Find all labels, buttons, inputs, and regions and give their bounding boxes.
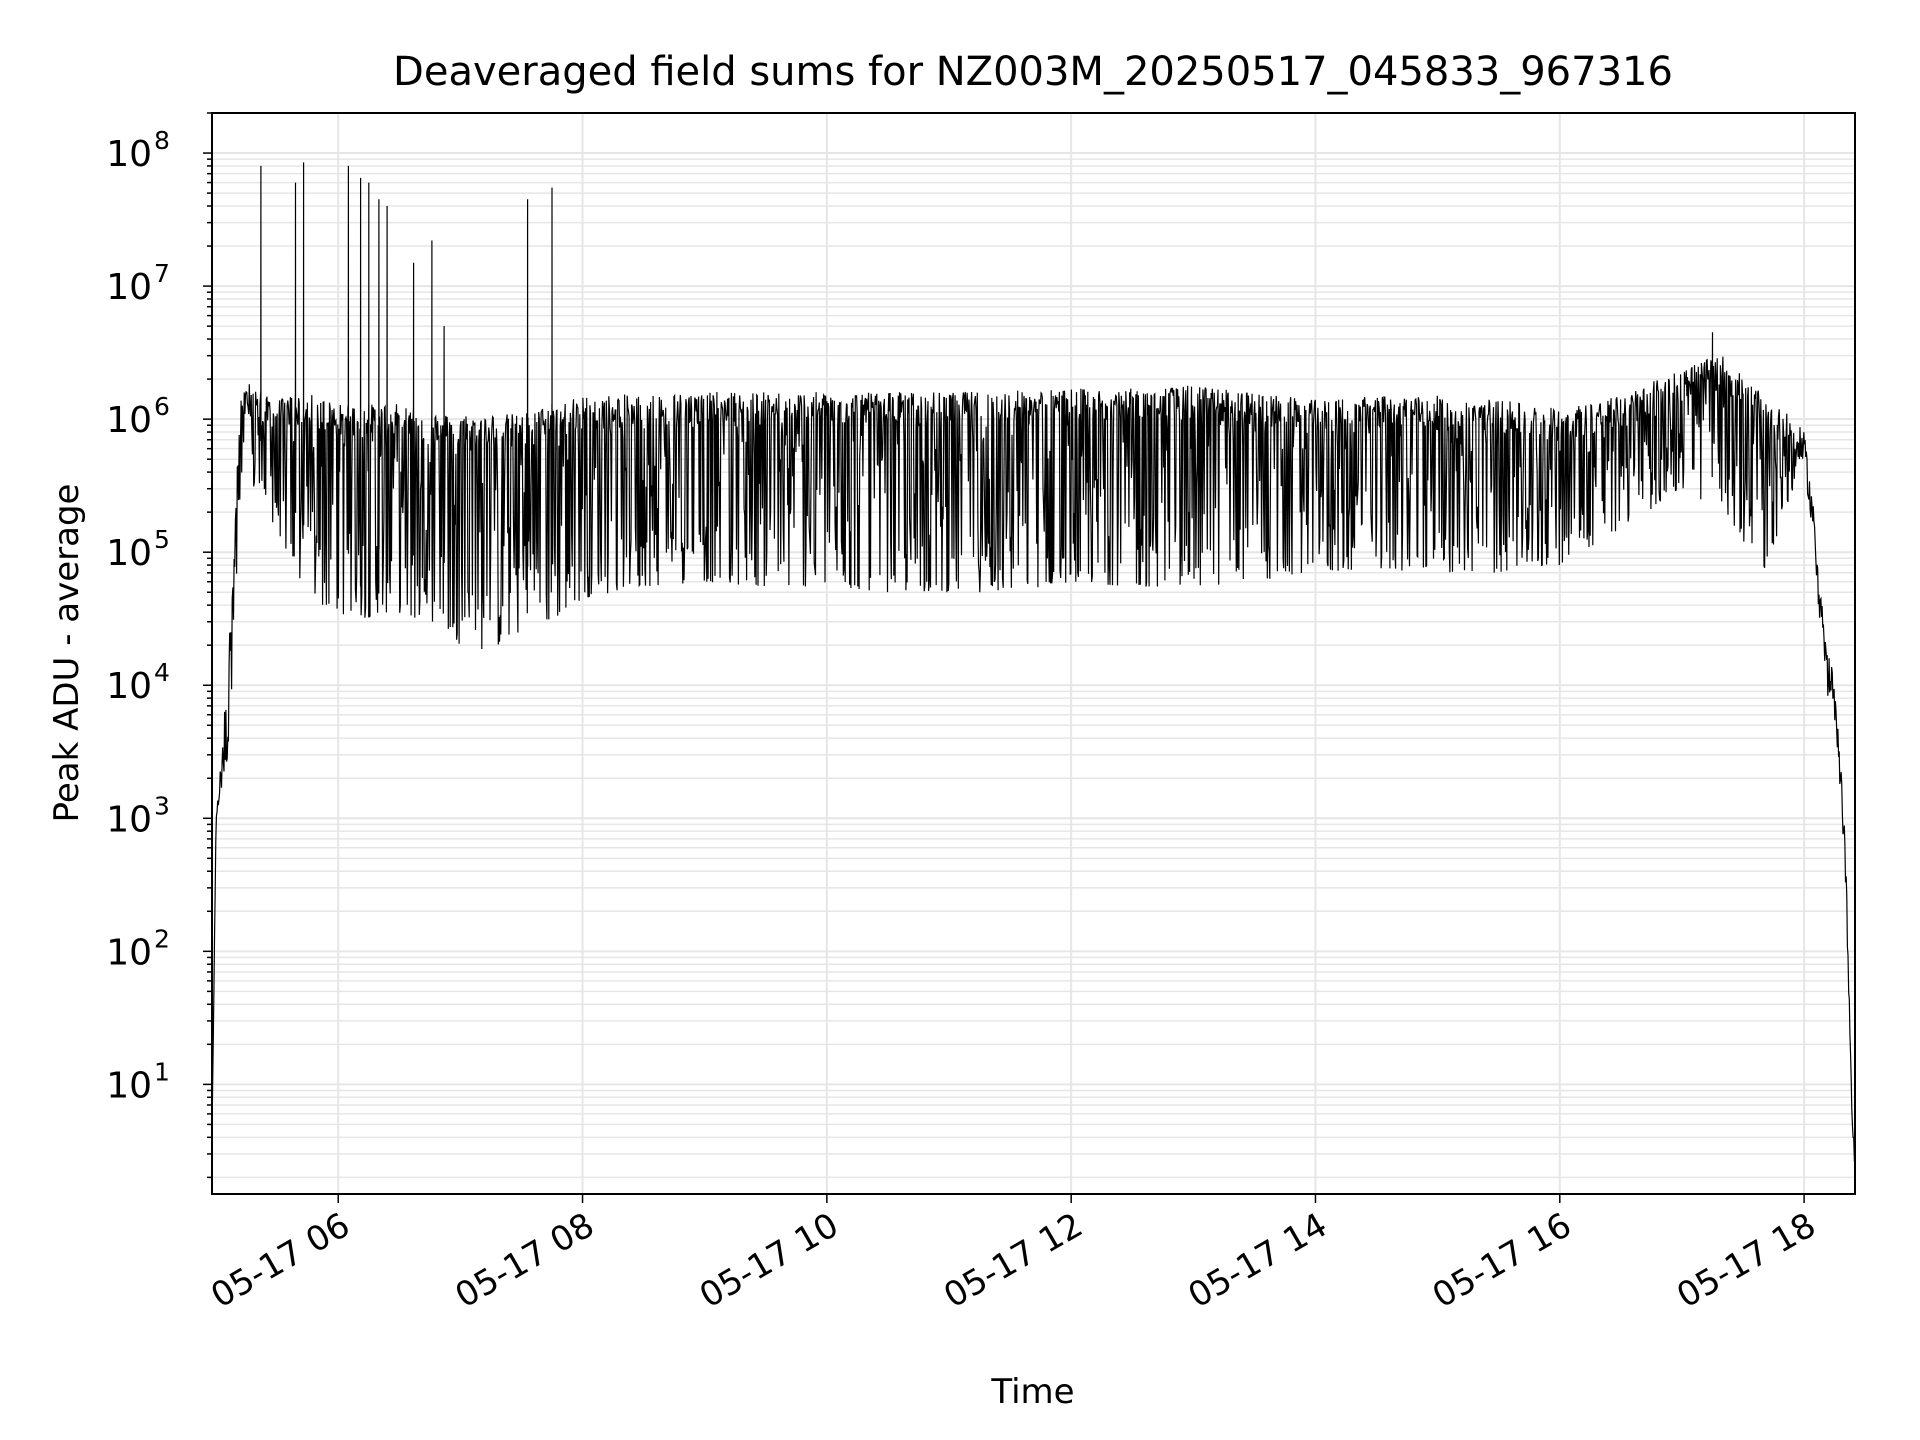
y-tick-exponent: 7 xyxy=(154,259,170,288)
y-tick-label: 10 xyxy=(106,799,152,840)
y-tick-exponent: 5 xyxy=(154,525,170,554)
y-tick-exponent: 3 xyxy=(154,791,170,820)
axis-ticks xyxy=(203,112,1805,1203)
series-line xyxy=(211,162,1856,1162)
x-axis-label: Time xyxy=(990,1372,1074,1412)
y-tick-exponent: 8 xyxy=(154,126,170,155)
y-tick-label: 10 xyxy=(106,267,152,308)
y-tick-exponent: 1 xyxy=(154,1057,170,1086)
y-tick-exponent: 2 xyxy=(154,924,170,953)
grid-lines xyxy=(212,112,1855,1194)
plot-area-frame xyxy=(211,112,1856,1195)
y-tick-label: 10 xyxy=(106,1065,152,1106)
y-tick-label: 10 xyxy=(106,134,152,175)
y-tick-label: 10 xyxy=(106,400,152,441)
chart-title: Deaveraged field sums for NZ003M_2025051… xyxy=(393,49,1673,95)
y-tick-exponent: 6 xyxy=(154,392,170,421)
y-tick-exponent: 4 xyxy=(154,658,170,687)
y-tick-label: 10 xyxy=(106,932,152,973)
y-axis-label: Peak ADU - average xyxy=(47,484,87,823)
data-series xyxy=(211,162,1856,1162)
y-tick-label: 10 xyxy=(106,533,152,574)
y-tick-label: 10 xyxy=(106,666,152,707)
